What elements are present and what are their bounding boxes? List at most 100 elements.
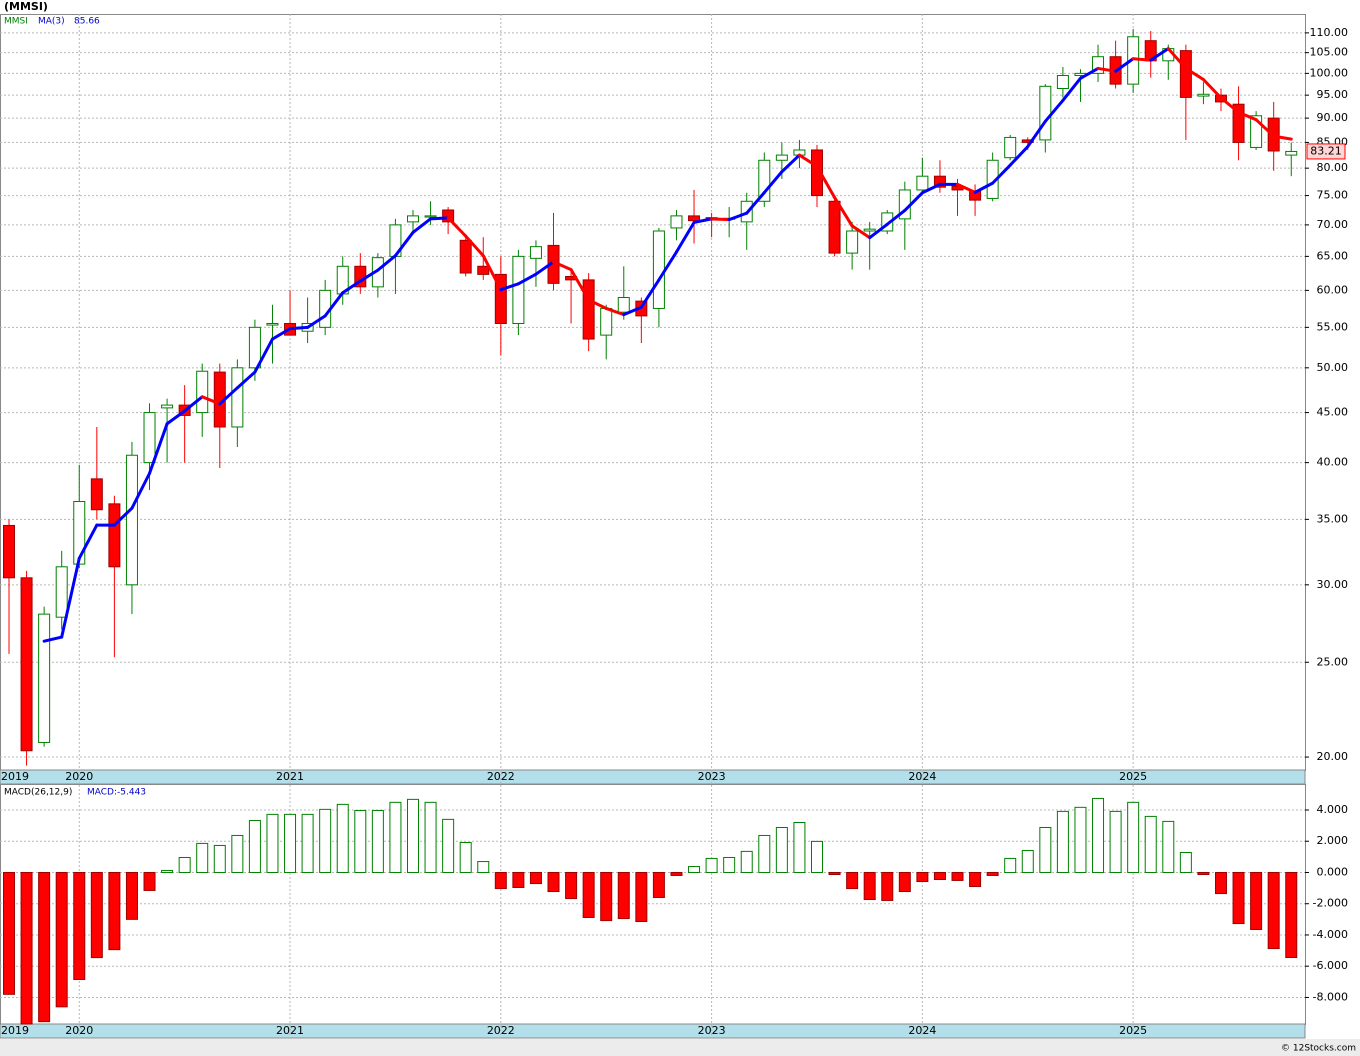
ma-segment <box>516 272 538 286</box>
y-tick-label: 80.00 <box>1317 161 1349 174</box>
candle-body <box>828 200 841 254</box>
macd-bar <box>652 871 665 898</box>
candle-body <box>933 175 946 188</box>
macd-bar <box>512 871 525 888</box>
y-tick-label: 75.00 <box>1317 189 1349 202</box>
x-tick-label: 2024 <box>908 1024 936 1037</box>
ma-segment <box>745 191 766 215</box>
ma-segment <box>604 306 626 317</box>
candle-body <box>161 404 174 409</box>
macd-bar <box>986 871 999 876</box>
ma-value: 85.66 <box>74 17 100 27</box>
x-tick-label: 2022 <box>487 1024 515 1037</box>
ma-segment <box>780 153 801 174</box>
ma-segment <box>797 153 819 168</box>
ma-segment <box>991 163 1012 185</box>
candle-body <box>810 149 823 197</box>
ma-segment <box>552 260 573 272</box>
macd-bar <box>723 856 736 873</box>
ma-segment <box>1026 119 1047 149</box>
candle-body <box>529 246 542 259</box>
candle-body <box>1056 75 1069 90</box>
macd-bar <box>389 801 402 873</box>
ma-segment <box>165 409 187 426</box>
ma-segment <box>657 250 678 282</box>
macd-bar <box>1092 797 1105 873</box>
macd-bar <box>143 871 156 891</box>
macd-bar <box>1250 871 1263 930</box>
candle-body <box>846 230 859 254</box>
ma-segment <box>710 217 731 222</box>
ma-segment <box>218 386 239 406</box>
macd-bar <box>1214 871 1227 895</box>
macd-bar <box>810 840 823 873</box>
ma-segment <box>920 182 942 195</box>
ma-segment <box>393 230 415 258</box>
macd-bar <box>828 871 841 876</box>
macd-bar <box>916 871 929 883</box>
ma-segment <box>446 216 468 238</box>
candle-body <box>73 501 86 565</box>
footer-band <box>0 1039 1360 1056</box>
y-tick-label: 110.00 <box>1310 26 1349 39</box>
x-tick-label: 2023 <box>698 1024 726 1037</box>
macd-bar <box>1056 810 1069 873</box>
ma-segment <box>762 170 784 195</box>
candle-body <box>143 412 156 464</box>
ma-segment <box>1219 96 1241 114</box>
ma-segment <box>60 556 81 639</box>
macd-bar <box>846 871 859 890</box>
ma-segment <box>1131 57 1153 62</box>
y-tick-label: 50.00 <box>1317 361 1349 374</box>
ma-segment <box>112 506 134 527</box>
x-tick-label: 2019 <box>1 1024 29 1037</box>
candle-body <box>108 503 121 568</box>
macd-bar <box>1109 810 1122 873</box>
ma-segment <box>674 220 696 254</box>
macd-bar <box>20 871 33 1025</box>
x-tick-label: 2025 <box>1119 770 1147 783</box>
candle-body <box>3 524 15 579</box>
candle-body <box>652 230 665 309</box>
ma-segment <box>130 471 152 510</box>
candle-body <box>231 367 244 428</box>
candle-body <box>424 215 437 218</box>
ma-segment <box>1008 145 1030 167</box>
macd-readout: MACD:-5.443 <box>87 788 146 798</box>
macd-bar <box>1074 806 1087 873</box>
macd-bar <box>231 834 244 873</box>
macd-bar <box>1039 826 1052 873</box>
macd-bar <box>108 871 121 951</box>
ma-segment <box>903 191 924 212</box>
macd-bar <box>705 857 718 873</box>
candle-body <box>1039 85 1052 141</box>
macd-bar <box>213 844 226 873</box>
macd-bar <box>1232 871 1245 925</box>
macd-bar <box>55 871 68 1008</box>
macd-bar <box>1127 801 1140 873</box>
macd-bar <box>582 871 595 918</box>
x-tick-label: 2021 <box>276 770 304 783</box>
ma-segment <box>1184 66 1205 81</box>
candle-body <box>688 215 701 222</box>
macd-bar <box>125 871 138 920</box>
ma-segment <box>815 164 837 199</box>
macd-bar <box>1004 857 1017 873</box>
ma-segment <box>376 254 397 272</box>
ma-segment <box>885 208 907 226</box>
ma-segment <box>77 523 99 560</box>
macd-bar <box>1162 820 1175 873</box>
macd-title: MACD(26,12,9) <box>4 788 72 798</box>
macd-bar <box>775 826 788 873</box>
x-tick-label: 2022 <box>487 770 515 783</box>
x-tick-label: 2020 <box>65 1024 93 1037</box>
ma-segment <box>587 298 608 310</box>
macd-bar <box>354 809 367 873</box>
y-tick-label: 100.00 <box>1310 66 1349 79</box>
ma-segment <box>1149 47 1170 62</box>
y-tick-label: 55.00 <box>1317 320 1349 333</box>
chart-title: (MMSI) <box>4 0 48 13</box>
candle-body <box>1004 136 1017 159</box>
candle-body <box>1232 103 1245 143</box>
macd-bar <box>688 866 701 873</box>
